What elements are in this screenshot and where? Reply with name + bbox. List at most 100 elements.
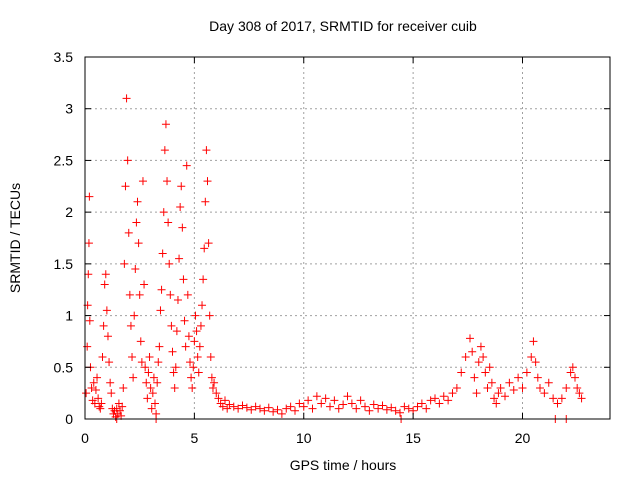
- data-point: [145, 352, 154, 361]
- data-point: [321, 394, 330, 403]
- data-point: [192, 327, 201, 336]
- data-point: [119, 383, 128, 392]
- data-point: [126, 321, 135, 330]
- data-point: [369, 400, 378, 409]
- data-point: [461, 352, 470, 361]
- data-point: [343, 392, 352, 401]
- y-tick-label: 3: [65, 101, 73, 117]
- data-point: [492, 399, 501, 408]
- data-point: [457, 368, 466, 377]
- data-point: [165, 259, 174, 268]
- data-point: [210, 378, 219, 387]
- data-point: [426, 396, 435, 405]
- data-point: [132, 218, 141, 227]
- data-point: [190, 337, 199, 346]
- data-point: [173, 296, 182, 305]
- data-point: [125, 290, 134, 299]
- data-point: [122, 94, 131, 103]
- data-point: [308, 404, 317, 413]
- data-point: [509, 386, 518, 395]
- data-point: [273, 405, 282, 414]
- data-point: [149, 373, 158, 382]
- data-point: [101, 270, 110, 279]
- data-point: [84, 270, 93, 279]
- data-point: [91, 386, 100, 395]
- data-point: [544, 378, 553, 387]
- data-point: [161, 120, 170, 129]
- data-point: [568, 363, 577, 372]
- data-point: [391, 406, 400, 415]
- x-axis-label: GPS time / hours: [290, 457, 397, 473]
- data-point: [116, 406, 124, 415]
- data-point: [182, 161, 191, 170]
- data-point: [141, 363, 150, 372]
- data-point: [494, 389, 503, 398]
- data-point: [540, 389, 549, 398]
- data-point: [452, 383, 461, 392]
- data-point: [89, 378, 98, 387]
- data-point: [396, 408, 404, 417]
- data-point: [575, 389, 584, 398]
- data-point: [527, 352, 536, 361]
- data-point: [188, 383, 197, 392]
- data-point: [431, 394, 439, 403]
- data-point: [84, 239, 93, 248]
- y-axis-label: SRMTID / TECUs: [7, 183, 23, 293]
- data-point: [121, 182, 130, 191]
- data-point: [155, 342, 164, 351]
- data-point: [98, 352, 107, 361]
- data-point: [191, 311, 200, 320]
- data-point: [171, 363, 180, 372]
- data-point: [201, 197, 210, 206]
- data-point: [85, 192, 94, 201]
- data-point: [549, 394, 558, 403]
- data-point: [157, 285, 166, 294]
- y-tick-label: 1: [65, 308, 73, 324]
- data-point: [518, 383, 527, 392]
- data-point: [571, 373, 579, 382]
- data-point: [365, 406, 374, 415]
- data-point: [134, 239, 143, 248]
- data-point: [153, 378, 162, 387]
- data-point: [195, 342, 204, 351]
- data-point: [177, 182, 186, 191]
- data-point: [238, 401, 247, 410]
- data-point: [93, 373, 102, 382]
- data-point: [100, 280, 109, 289]
- y-tick-label: 0: [65, 411, 73, 427]
- data-point: [330, 396, 339, 405]
- data-point: [212, 389, 221, 398]
- data-point: [140, 280, 149, 289]
- data-point: [234, 404, 243, 413]
- data-point: [170, 383, 179, 392]
- data-point: [85, 316, 94, 325]
- chart-title: Day 308 of 2017, SRMTID for receiver cui…: [209, 18, 477, 34]
- data-point: [164, 218, 173, 227]
- data-point: [181, 342, 190, 351]
- data-point: [158, 249, 167, 258]
- data-point: [529, 337, 538, 346]
- data-point: [374, 404, 383, 413]
- data-point: [206, 352, 215, 361]
- data-point: [198, 301, 207, 310]
- data-point: [286, 402, 295, 411]
- data-point: [204, 239, 213, 248]
- data-point: [347, 399, 356, 408]
- data-point: [128, 352, 137, 361]
- x-tick-label: 0: [81, 430, 89, 446]
- x-tick-label: 5: [190, 430, 198, 446]
- data-point: [417, 399, 426, 408]
- data-point: [194, 368, 203, 377]
- data-point: [94, 394, 103, 403]
- data-point: [505, 378, 514, 387]
- data-point: [487, 378, 496, 387]
- data-point: [435, 399, 444, 408]
- data-point: [130, 311, 139, 320]
- data-point: [382, 405, 391, 414]
- data-point: [186, 358, 194, 367]
- data-point: [214, 394, 223, 403]
- data-point: [103, 332, 112, 341]
- data-point: [378, 401, 387, 410]
- data-point: [133, 197, 142, 206]
